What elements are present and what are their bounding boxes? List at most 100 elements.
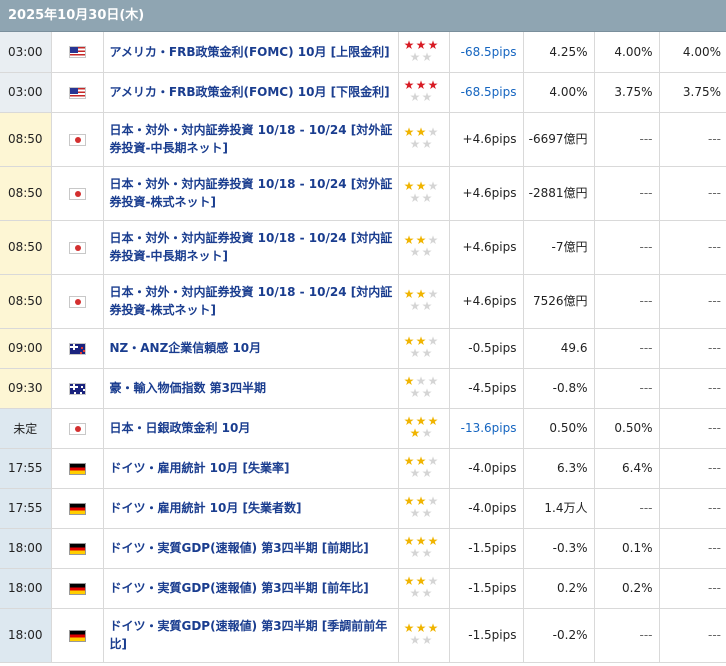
star-filled-icon: ★	[415, 37, 427, 52]
pips-impact: -68.5pips	[449, 72, 524, 113]
star-empty-icon: ★	[421, 633, 433, 647]
star-filled-icon: ★	[415, 534, 427, 548]
star-empty-icon: ★	[427, 287, 439, 301]
event-row[interactable]: 17:55 ドイツ・雇用統計 10月 [失業者数] ★ ★ ★ ★ ★ -4.0pips 1.4…	[0, 488, 726, 529]
event-row[interactable]: 09:00 NZ・ANZ企業信頼感 10月 ★ ★ ★ ★ ★ -0.5pips 49.6 ---…	[0, 328, 726, 369]
star-empty-icon: ★	[427, 334, 439, 348]
forecast-value: 0.50%	[594, 408, 660, 449]
star-empty-icon: ★	[409, 546, 421, 560]
event-row[interactable]: 未定 日本・日銀政策金利 10月 ★ ★ ★ ★ ★ -13.6pips 0.50% 0.50% -…	[0, 408, 726, 449]
event-time: 03:00	[0, 32, 52, 73]
event-name-link[interactable]: 日本・日銀政策金利 10月	[103, 408, 399, 449]
country-flag-cell	[51, 32, 104, 73]
event-name-link[interactable]: アメリカ・FRB政策金利(FOMC) 10月 [上限金利]	[103, 32, 399, 73]
event-name-link[interactable]: 日本・対外・対内証券投資 10/18 - 10/24 [対内証券投資-中長期ネッ…	[103, 220, 399, 275]
star-filled-icon: ★	[403, 454, 415, 468]
star-empty-icon: ★	[421, 346, 433, 360]
star-filled-icon: ★	[403, 414, 415, 428]
event-row[interactable]: 17:55 ドイツ・雇用統計 10月 [失業率] ★ ★ ★ ★ ★ -4.0pips 6.3%…	[0, 448, 726, 489]
star-filled-icon: ★	[427, 414, 439, 428]
star-empty-icon: ★	[409, 90, 421, 104]
flag-de-icon	[68, 542, 86, 555]
star-empty-icon: ★	[409, 386, 421, 400]
star-empty-icon: ★	[427, 374, 439, 388]
star-empty-icon: ★	[409, 466, 421, 480]
calendar-date-header: 2025年10月30日(木)	[0, 0, 726, 32]
star-empty-icon: ★	[421, 245, 433, 259]
forecast-value: ---	[594, 220, 660, 275]
event-row[interactable]: 18:00 ドイツ・実質GDP(速報値) 第3四半期 [前年比] ★ ★ ★ ★ ★ -1.5…	[0, 568, 726, 609]
event-row[interactable]: 18:00 ドイツ・実質GDP(速報値) 第3四半期 [季調前前年比] ★ ★ ★ ★ ★ -…	[0, 608, 726, 663]
star-filled-icon: ★	[415, 287, 427, 301]
event-name-link[interactable]: ドイツ・実質GDP(速報値) 第3四半期 [季調前前年比]	[103, 608, 399, 663]
previous-value: -2881億円	[523, 166, 595, 221]
flag-de-icon	[68, 502, 86, 515]
pips-impact: -4.0pips	[449, 488, 524, 529]
importance-rating: ★ ★ ★ ★ ★	[398, 448, 450, 489]
star-filled-icon: ★	[403, 78, 415, 92]
star-empty-icon: ★	[421, 586, 433, 600]
pips-impact: +4.6pips	[449, 220, 524, 275]
event-row[interactable]: 08:50 日本・対外・対内証券投資 10/18 - 10/24 [対内証券投資-…	[0, 220, 726, 275]
star-filled-icon: ★	[403, 534, 415, 548]
event-name-link[interactable]: ドイツ・実質GDP(速報値) 第3四半期 [前期比]	[103, 528, 399, 569]
event-row[interactable]: 18:00 ドイツ・実質GDP(速報値) 第3四半期 [前期比] ★ ★ ★ ★ ★ -1.5…	[0, 528, 726, 569]
pips-impact: -0.5pips	[449, 328, 524, 369]
event-time: 17:55	[0, 488, 52, 529]
country-flag-cell	[51, 112, 104, 167]
actual-value: ---	[659, 448, 726, 489]
forecast-value: 4.00%	[594, 32, 660, 73]
event-name-link[interactable]: NZ・ANZ企業信頼感 10月	[103, 328, 399, 369]
star-empty-icon: ★	[427, 233, 439, 247]
event-name-link[interactable]: ドイツ・雇用統計 10月 [失業率]	[103, 448, 399, 489]
event-name-link[interactable]: ドイツ・雇用統計 10月 [失業者数]	[103, 488, 399, 529]
star-filled-icon: ★	[415, 125, 427, 139]
star-filled-icon: ★	[403, 574, 415, 588]
event-name-link[interactable]: 日本・対外・対内証券投資 10/18 - 10/24 [対内証券投資-株式ネット…	[103, 274, 399, 329]
event-name-link[interactable]: 豪・輸入物価指数 第3四半期	[103, 368, 399, 409]
star-empty-icon: ★	[421, 466, 433, 480]
event-time: 03:00	[0, 72, 52, 113]
importance-rating: ★ ★ ★ ★ ★	[398, 220, 450, 275]
event-row[interactable]: 09:30 豪・輸入物価指数 第3四半期 ★ ★ ★ ★ ★ -4.5pips -0.8% ---…	[0, 368, 726, 409]
star-empty-icon: ★	[421, 299, 433, 313]
flag-us-icon	[68, 86, 86, 99]
star-empty-icon: ★	[421, 426, 433, 440]
event-name-link[interactable]: アメリカ・FRB政策金利(FOMC) 10月 [下限金利]	[103, 72, 399, 113]
star-empty-icon: ★	[409, 633, 421, 647]
event-row[interactable]: 03:00 アメリカ・FRB政策金利(FOMC) 10月 [上限金利] ★ ★ ★ ★ ★ -…	[0, 32, 726, 73]
event-row[interactable]: 08:50 日本・対外・対内証券投資 10/18 - 10/24 [対外証券投資-…	[0, 166, 726, 221]
event-name-link[interactable]: 日本・対外・対内証券投資 10/18 - 10/24 [対外証券投資-中長期ネッ…	[103, 112, 399, 167]
actual-value: ---	[659, 488, 726, 529]
star-empty-icon: ★	[409, 506, 421, 520]
actual-value: ---	[659, 328, 726, 369]
star-filled-icon: ★	[415, 233, 427, 247]
star-empty-icon: ★	[409, 49, 421, 64]
actual-value: ---	[659, 220, 726, 275]
actual-value: ---	[659, 166, 726, 221]
forecast-value: ---	[594, 608, 660, 663]
event-row[interactable]: 08:50 日本・対外・対内証券投資 10/18 - 10/24 [対外証券投資-…	[0, 112, 726, 167]
event-name-link[interactable]: ドイツ・実質GDP(速報値) 第3四半期 [前年比]	[103, 568, 399, 609]
star-filled-icon: ★	[415, 78, 427, 92]
star-empty-icon: ★	[421, 506, 433, 520]
event-time: 18:00	[0, 608, 52, 663]
importance-rating: ★ ★ ★ ★ ★	[398, 166, 450, 221]
forecast-value: 6.4%	[594, 448, 660, 489]
importance-rating: ★ ★ ★ ★ ★	[398, 328, 450, 369]
forecast-value: ---	[594, 488, 660, 529]
flag-jp-icon	[68, 133, 86, 146]
star-filled-icon: ★	[403, 287, 415, 301]
event-row[interactable]: 08:50 日本・対外・対内証券投資 10/18 - 10/24 [対内証券投資-…	[0, 274, 726, 329]
event-row[interactable]: 03:00 アメリカ・FRB政策金利(FOMC) 10月 [下限金利] ★ ★ ★ ★ ★ -…	[0, 72, 726, 113]
previous-value: 0.50%	[523, 408, 595, 449]
event-name-link[interactable]: 日本・対外・対内証券投資 10/18 - 10/24 [対外証券投資-株式ネット…	[103, 166, 399, 221]
star-empty-icon: ★	[409, 346, 421, 360]
importance-rating: ★ ★ ★ ★ ★	[398, 274, 450, 329]
actual-value: ---	[659, 528, 726, 569]
actual-value: 3.75%	[659, 72, 726, 113]
event-time: 未定	[0, 408, 52, 449]
star-empty-icon: ★	[409, 245, 421, 259]
importance-rating: ★ ★ ★ ★ ★	[398, 32, 450, 73]
actual-value: ---	[659, 408, 726, 449]
